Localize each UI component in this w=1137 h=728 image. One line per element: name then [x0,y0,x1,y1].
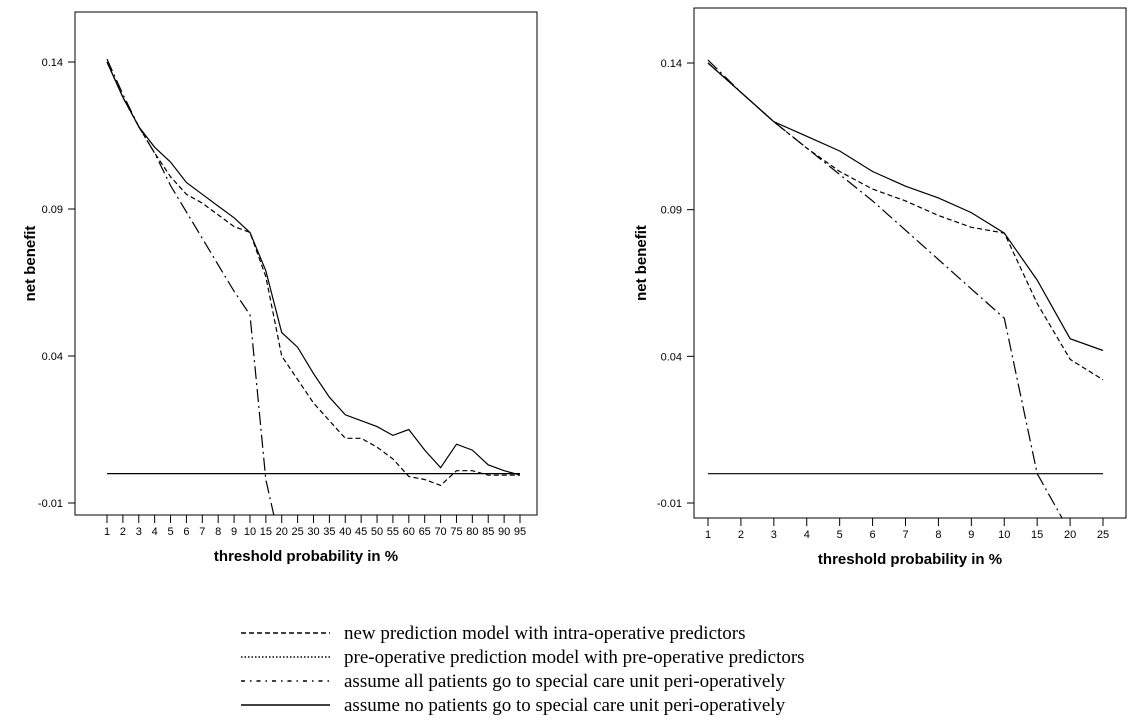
x-tick-label: 4 [152,526,158,538]
y-tick-label: -0.01 [657,498,682,510]
y-tick-label: 0.04 [42,351,63,363]
x-tick-label: 60 [403,526,415,538]
plot-frame [74,11,538,516]
x-tick-label: 25 [291,526,303,538]
y-tick-label: 0.09 [42,204,63,216]
y-tick-label: 0.09 [661,205,682,217]
x-tick-label: 3 [771,529,777,541]
y-tick-label: 0.04 [661,351,682,363]
series-line-solid-dotted [707,62,1104,352]
x-tick-label: 4 [804,529,810,541]
x-tick-label: 8 [215,526,221,538]
x-tick-label: 7 [199,526,205,538]
x-axis-title: threshold probability in % [214,548,398,565]
x-tick-label: 80 [466,526,478,538]
x-tick-label: 15 [1031,529,1043,541]
legend: new prediction model with intra-operativ… [241,623,805,716]
x-tick-label: 10 [244,526,256,538]
chart-right: 0.14 0.09 0.04 -0.01 1 2 3 4 5 6 7 8 9 10 15 20 25 thresh… [633,7,1127,568]
x-tick-label: 6 [870,529,876,541]
y-axis-title: net benefit [633,225,650,301]
y-tick-label: 0.14 [661,58,682,70]
x-tick-label: 9 [968,529,974,541]
x-tick-label: 10 [998,529,1010,541]
x-tick-label: 5 [837,529,843,541]
x-tick-label: 7 [902,529,908,541]
y-tick-label: -0.01 [38,498,63,510]
x-tick-label: 65 [419,526,431,538]
y-tick-label: 0.14 [42,57,63,69]
x-tick-label: 6 [183,526,189,538]
series-line-solid-dotted [106,61,521,476]
x-tick-label: 95 [514,526,526,538]
x-tick-label: 9 [231,526,237,538]
x-tick-label: 20 [1064,529,1076,541]
legend-label: new prediction model with intra-operativ… [344,623,746,644]
plot-frame [693,7,1127,519]
x-tick-label: 75 [450,526,462,538]
x-tick-label: 30 [307,526,319,538]
series-line-dashed [707,62,1104,381]
x-tick-label: 15 [260,526,272,538]
legend-label: pre-operative prediction model with pre-… [344,647,805,668]
x-tick-label: 50 [371,526,383,538]
legend-label: assume no patients go to special care un… [344,695,786,716]
x-axis-title: threshold probability in % [818,551,1002,568]
chart-left: 0.140.090.04-0.011 2 3 4 5 6 7 8 9 10 15 20 25 30 35 40… [22,11,538,565]
x-tick-label: 70 [434,526,446,538]
legend-label: assume all patients go to special care u… [344,671,786,692]
x-tick-label: 25 [1097,529,1109,541]
series-line-dash-dot [707,59,1063,518]
series-line-dash-dot [106,58,275,515]
x-tick-label: 3 [136,526,142,538]
series-line-dashed [106,61,520,487]
x-tick-label: 85 [482,526,494,538]
y-axis-title: net benefit [22,226,39,302]
x-tick-label: 45 [355,526,367,538]
x-tick-label: 1 [104,526,110,538]
x-tick-label: 2 [738,529,744,541]
x-tick-label: 35 [323,526,335,538]
x-tick-label: 20 [276,526,288,538]
x-tick-label: 8 [935,529,941,541]
x-tick-label: 55 [387,526,399,538]
x-tick-label: 5 [167,526,173,538]
x-tick-label: 1 [705,529,711,541]
x-tick-label: 2 [120,526,126,538]
x-tick-label: 40 [339,526,351,538]
x-tick-label: 90 [498,526,510,538]
